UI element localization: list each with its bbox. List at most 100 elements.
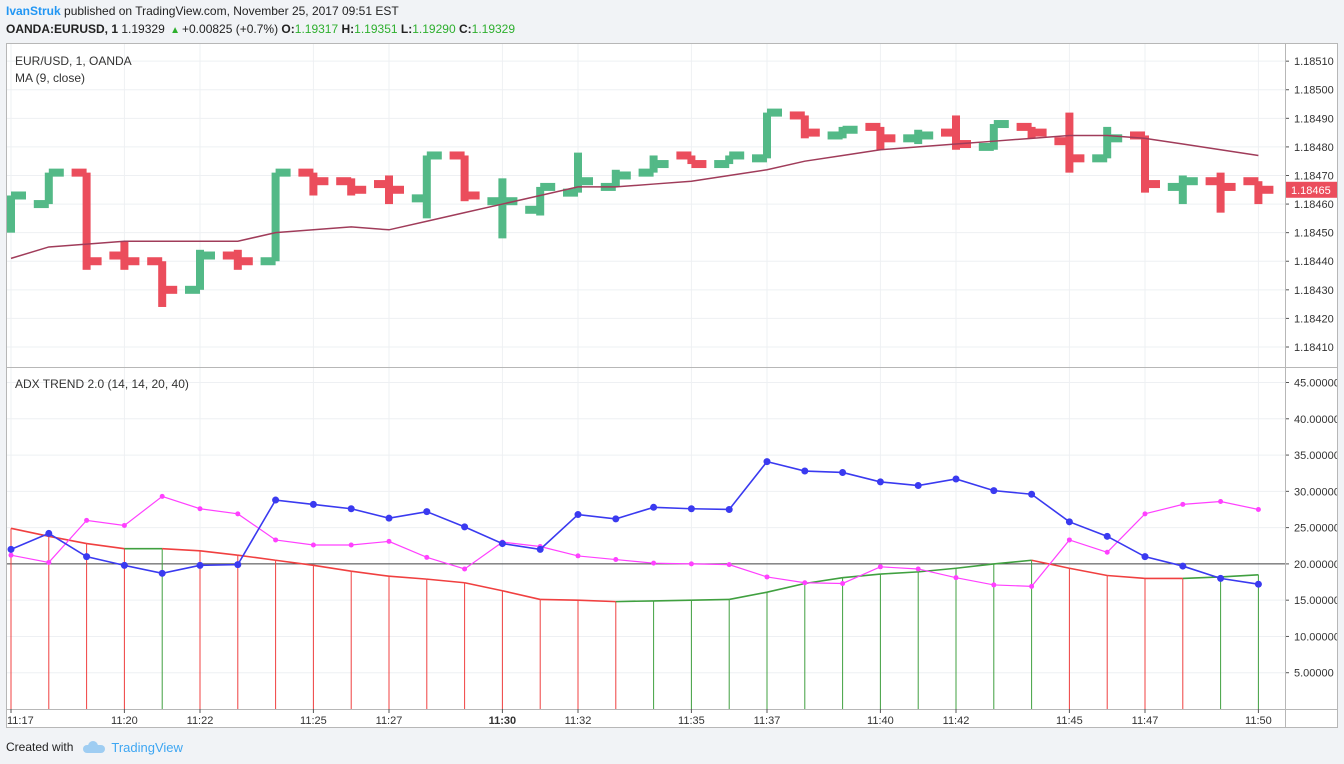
adx-blue-point bbox=[801, 467, 809, 475]
candle-open-tick bbox=[1054, 137, 1070, 146]
ma-indicator-label: MA (9, close) bbox=[15, 71, 85, 85]
x-tick-label: 11:30 bbox=[489, 715, 517, 727]
adx-blue-point bbox=[385, 514, 393, 522]
candle-body bbox=[196, 249, 204, 290]
candle-close-tick bbox=[578, 177, 593, 186]
adx-trend-line bbox=[464, 581, 503, 592]
candle-open-tick bbox=[903, 134, 919, 143]
candle-open-tick bbox=[714, 160, 730, 169]
candle-close-tick bbox=[1145, 180, 1160, 189]
candle-open-tick bbox=[185, 285, 200, 294]
adx-magenta-point bbox=[84, 517, 90, 523]
adx-magenta-point bbox=[991, 582, 997, 588]
adx-blue-point bbox=[272, 496, 280, 504]
candle-body bbox=[1141, 135, 1149, 193]
candle-close-tick bbox=[615, 171, 631, 180]
candle-close-tick bbox=[11, 191, 26, 200]
tradingview-logo[interactable]: TradingView bbox=[83, 740, 183, 755]
adx-magenta-point bbox=[915, 566, 921, 572]
candle-close-tick bbox=[389, 185, 404, 194]
adx-blue-point bbox=[45, 529, 53, 537]
adx-trend-line bbox=[388, 575, 427, 580]
candle-open-tick bbox=[147, 257, 163, 266]
y-tick-label: 1.18420 bbox=[1294, 313, 1334, 325]
candle-close-tick bbox=[918, 131, 934, 140]
candle-open-tick bbox=[752, 154, 767, 163]
candle-open-tick bbox=[298, 168, 314, 177]
adx-blue-line bbox=[10, 460, 1259, 585]
x-tick-label: 11:42 bbox=[943, 715, 970, 727]
candle-open-tick bbox=[789, 111, 805, 120]
candle-close-tick bbox=[1182, 177, 1198, 186]
adx-magenta-point bbox=[613, 557, 619, 563]
high-value: 1.19351 bbox=[354, 22, 398, 36]
candle-body bbox=[271, 172, 280, 262]
adx-trend-line bbox=[842, 573, 881, 579]
open-value: 1.19317 bbox=[294, 22, 339, 36]
last-price-tag bbox=[1286, 181, 1337, 198]
candle-open-tick bbox=[941, 128, 956, 137]
adx-magenta-point bbox=[235, 511, 241, 517]
candle-close-tick bbox=[1220, 182, 1236, 191]
adx-trend-line bbox=[237, 554, 276, 562]
adx-trend-line bbox=[10, 527, 49, 538]
adx-trend-line bbox=[540, 598, 579, 601]
adx-trend-line bbox=[313, 564, 352, 572]
chart-header: IvanStruk published on TradingView.com, … bbox=[0, 0, 1344, 42]
adx-magenta-point bbox=[802, 580, 808, 586]
candle-close-tick bbox=[767, 108, 782, 117]
chart-area[interactable]: 1.18510 1.18500 1.18490 1.18480 1.18470 1.184… bbox=[6, 43, 1338, 728]
adx-blue-point bbox=[347, 505, 355, 513]
author-link[interactable]: IvanStruk bbox=[6, 4, 61, 18]
candle-open-tick bbox=[1092, 154, 1108, 163]
adx-trend-line bbox=[199, 550, 238, 556]
main-pane-title: EUR/USD, 1, OANDA bbox=[15, 54, 132, 68]
adx-magenta-point bbox=[1218, 498, 1224, 504]
adx-magenta-line bbox=[10, 495, 1259, 587]
candle-open-tick bbox=[260, 257, 276, 266]
adx-blue-point bbox=[1028, 490, 1036, 498]
candle-body bbox=[687, 155, 696, 165]
adx-blue-point bbox=[498, 540, 506, 548]
candle-open-tick bbox=[865, 122, 881, 131]
x-tick-label: 11:32 bbox=[565, 715, 592, 727]
y-tick-label: 1.18480 bbox=[1294, 142, 1334, 154]
adx-blue-point bbox=[952, 475, 960, 483]
candle-close-tick bbox=[162, 285, 178, 294]
candle-close-tick bbox=[804, 128, 820, 137]
candle-body bbox=[725, 155, 734, 165]
adx-blue-point bbox=[158, 569, 166, 577]
chart-canvas[interactable]: 1.18510 1.18500 1.18490 1.18480 1.18470 1.184… bbox=[7, 44, 1337, 727]
adx-trend-line bbox=[729, 591, 768, 601]
publish-text: published on TradingView.com, November 2… bbox=[64, 4, 399, 18]
adx-magenta-point bbox=[575, 553, 581, 559]
candle-close-tick bbox=[313, 177, 329, 186]
adx-blue-point bbox=[650, 503, 658, 511]
candle-body bbox=[1216, 172, 1225, 213]
adx-blue-point bbox=[1103, 532, 1111, 540]
candle-open-tick bbox=[638, 168, 654, 177]
candle-close-tick bbox=[426, 151, 442, 160]
y-tick-label: 1.18450 bbox=[1294, 228, 1334, 240]
y-tick-label: 30.00000 bbox=[1294, 486, 1337, 498]
adx-blue-point bbox=[1179, 562, 1187, 570]
y-tick-label: 1.18440 bbox=[1294, 256, 1334, 268]
x-tick-label: 11:25 bbox=[300, 715, 327, 727]
adx-blue-point bbox=[536, 545, 544, 553]
y-tick-label: 1.18490 bbox=[1294, 113, 1334, 125]
candle-body bbox=[498, 178, 507, 239]
y-tick-label: 20.00000 bbox=[1294, 559, 1337, 571]
adx-trend-line bbox=[1220, 573, 1259, 578]
close-value: 1.19329 bbox=[471, 22, 516, 36]
adx-magenta-point bbox=[1029, 583, 1035, 589]
adx-magenta-point bbox=[310, 542, 316, 548]
x-tick-label: 11:47 bbox=[1132, 715, 1159, 727]
adx-trend-line bbox=[502, 589, 541, 601]
adx-trend-line bbox=[653, 599, 692, 602]
x-tick-label: 11:45 bbox=[1056, 715, 1083, 727]
candle-close-tick bbox=[1107, 134, 1123, 143]
candle-open-tick bbox=[563, 188, 578, 197]
candle-body bbox=[989, 124, 998, 150]
candle-open-tick bbox=[222, 251, 238, 260]
candle-open-tick bbox=[525, 205, 541, 214]
